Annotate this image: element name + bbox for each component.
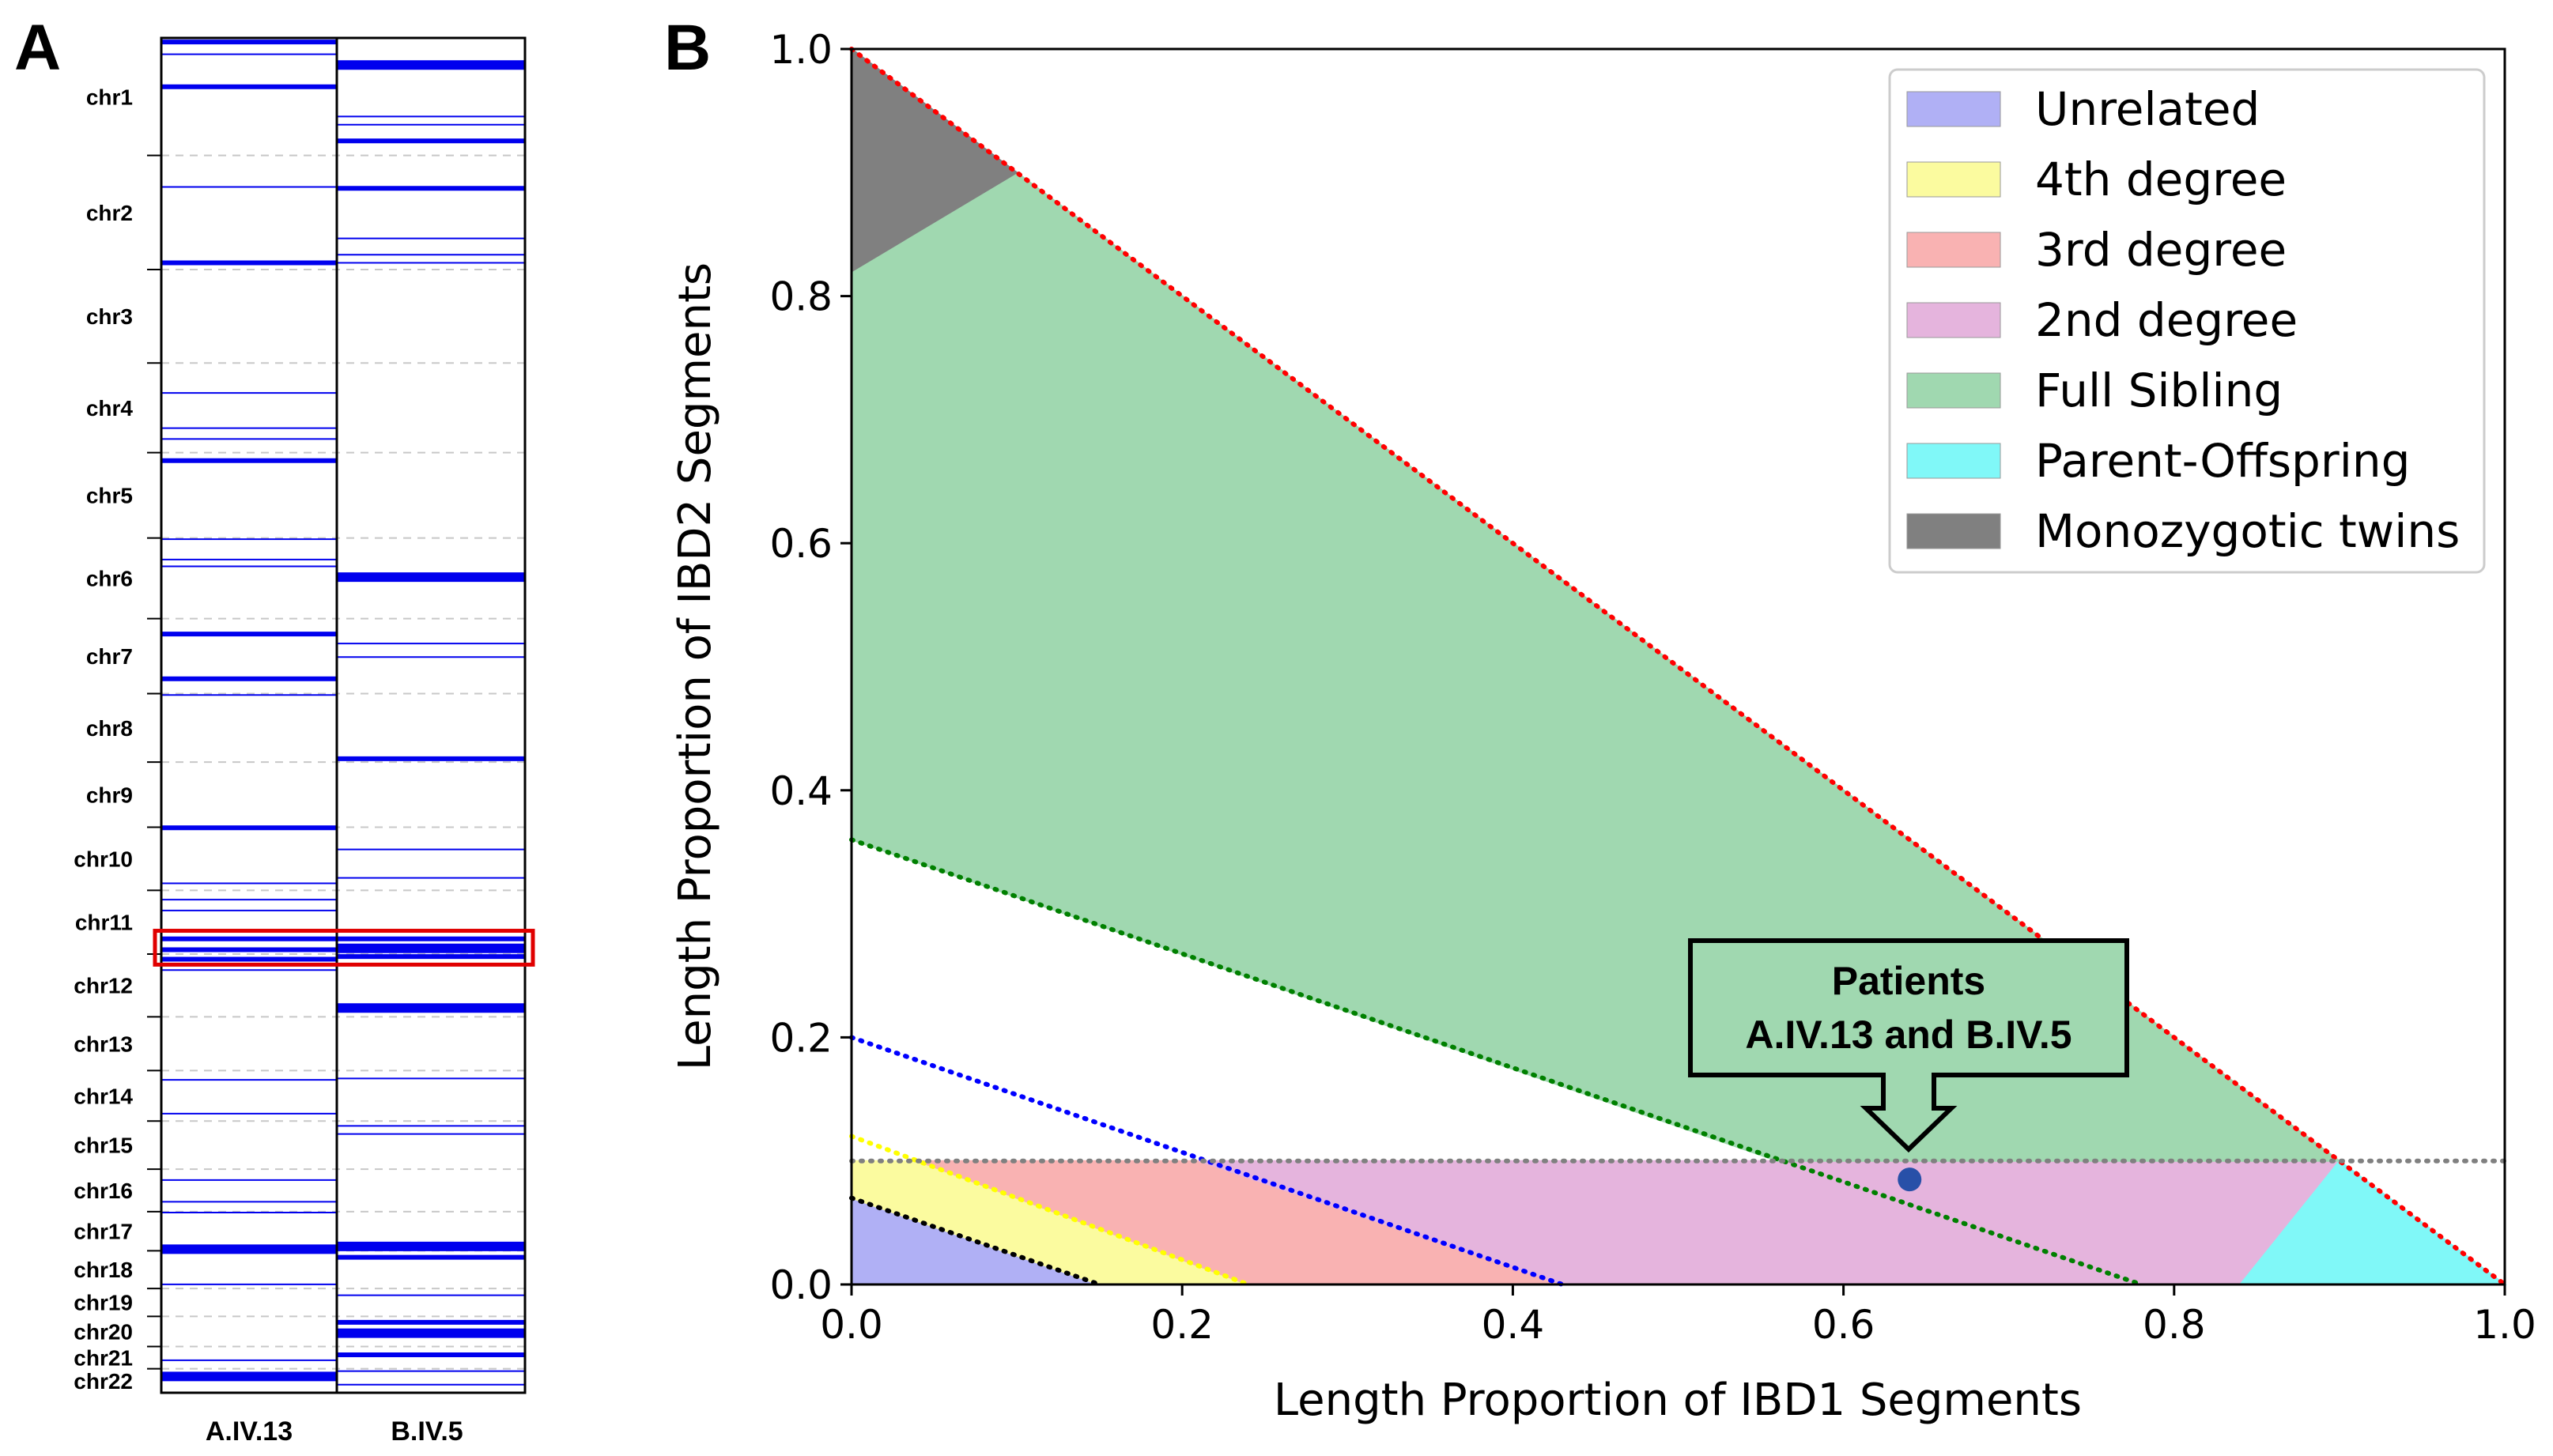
legend-swatch: [1906, 161, 2001, 198]
legend-label: 2nd degree: [2035, 293, 2298, 347]
chromosome-label-chr2: chr2: [86, 201, 133, 225]
legend-swatch: [1906, 372, 2001, 409]
chromosome-labels: chr1 chr2 chr3 chr4 chr5 chr6 chr7 chr8 chr9 chr1…: [74, 85, 133, 1393]
chromosome-label-chr15: chr15: [74, 1133, 133, 1158]
patients-annotation: Patients A.IV.13 and B.IV.5: [1688, 938, 2129, 1153]
chromosome-label-chr10: chr10: [74, 847, 133, 871]
x-axis-label: Length Proportion of IBD1 Segments: [1274, 1375, 2082, 1426]
x-tick-label: 0.6: [1812, 1302, 1875, 1348]
column-label-b-iv-5: B.IV.5: [391, 1416, 463, 1447]
annotation-line-2: A.IV.13 and B.IV.5: [1745, 1013, 2071, 1057]
chromosome-label-chr9: chr9: [86, 783, 133, 807]
annotation-line-1: Patients: [1832, 959, 1986, 1003]
annotation-arrow-joint: [1886, 1070, 1932, 1078]
legend-label: Parent-Offspring: [2035, 434, 2410, 488]
y-tick-label: 1.0: [769, 27, 833, 73]
y-tick-label: 0.0: [769, 1262, 833, 1308]
chromosome-label-chr12: chr12: [74, 974, 133, 998]
patient-data-point: [1898, 1167, 1922, 1192]
legend-swatch: [1906, 513, 2001, 549]
x-tick-label: 1.0: [2473, 1302, 2536, 1348]
legend-box: [1888, 68, 2486, 574]
legend-swatch: [1906, 91, 2001, 127]
chromosome-label-chr14: chr14: [74, 1084, 133, 1108]
chromosome-label-chr16: chr16: [74, 1179, 133, 1203]
panel-a-ideogram: A chr1chr2chr3chr4chr5chr6chr7chr8chr9ch…: [14, 12, 535, 1447]
chr10-highlight-box: [153, 929, 535, 967]
boundary-line: [849, 1035, 1565, 1287]
chromosome-label-chr17: chr17: [74, 1220, 133, 1244]
chromosome-label-chr1: chr1: [86, 85, 133, 109]
chromosome-label-chr6: chr6: [86, 567, 133, 591]
chromosome-label-chr11: chr11: [75, 911, 133, 935]
chromosome-label-chr5: chr5: [86, 484, 133, 508]
legend: Unrelated 4th degree 3rd degree 2nd degree F…: [1888, 68, 2486, 574]
annotation-arrow: [1860, 1075, 1958, 1153]
chromosome-label-chr7: chr7: [86, 644, 133, 669]
column-label-a-iv-13: A.IV.13: [206, 1416, 293, 1447]
panel-a-letter: A: [14, 12, 61, 84]
chromosome-label-chr3: chr3: [86, 304, 133, 329]
legend-label: Full Sibling: [2035, 364, 2283, 417]
boundary-line: [849, 47, 2507, 1287]
x-tick-label: 0.2: [1150, 1302, 1214, 1348]
chromosome-label-chr8: chr8: [86, 716, 133, 741]
legend-label: Unrelated: [2035, 82, 2260, 136]
x-tick-label: 0.0: [820, 1302, 883, 1348]
chromosome-label-chr18: chr18: [74, 1258, 133, 1282]
y-tick-label: 0.4: [769, 768, 833, 814]
boundary-line: [849, 1133, 1251, 1287]
legend-label: 4th degree: [2035, 153, 2287, 206]
ibd-segments: [162, 40, 524, 1386]
y-tick-label: 0.8: [769, 274, 833, 320]
y-axis-label: Length Proportion of IBD2 Segments: [670, 262, 721, 1070]
chromosome-label-chr19: chr19: [74, 1291, 133, 1315]
column-a-iv-13-frame: [160, 36, 338, 1394]
boundary-lines: [849, 47, 2507, 1287]
panel-b-ibd-plot: B 0.0 0.2 0.4 0.6 0.8 1.0 0.0 0.2 0.4 0.6 0.8 1.0 L…: [664, 12, 2536, 1426]
chromosome-label-chr20: chr20: [74, 1319, 133, 1344]
panel-b-letter: B: [664, 12, 711, 84]
annotation-box: [1688, 938, 2129, 1077]
chromosome-label-chr4: chr4: [86, 396, 134, 421]
boundary-line: [849, 1195, 1102, 1287]
data-points: [1898, 1167, 1922, 1192]
x-tick-label: 0.4: [1482, 1302, 1545, 1348]
legend-label: Monozygotic twins: [2035, 504, 2460, 558]
chromosome-label-chr21: chr21: [74, 1346, 133, 1371]
chromosome-label-chr13: chr13: [74, 1032, 133, 1056]
legend-label: 3rd degree: [2035, 223, 2287, 277]
column-b-iv-5-frame: [335, 36, 527, 1394]
plot-frame: [850, 47, 2506, 1286]
legend-swatch: [1906, 443, 2001, 479]
y-tick-label: 0.2: [769, 1015, 833, 1061]
axis-ticks: 0.0 0.2 0.4 0.6 0.8 1.0 0.0 0.2 0.4 0.6 0.8 1.0: [769, 27, 2536, 1348]
chromosome-label-chr22: chr22: [74, 1369, 133, 1394]
legend-swatch: [1906, 232, 2001, 268]
legend-swatch: [1906, 302, 2001, 338]
x-tick-label: 0.8: [2143, 1302, 2206, 1348]
boundary-line: [849, 837, 2143, 1287]
y-tick-label: 0.6: [769, 521, 833, 567]
